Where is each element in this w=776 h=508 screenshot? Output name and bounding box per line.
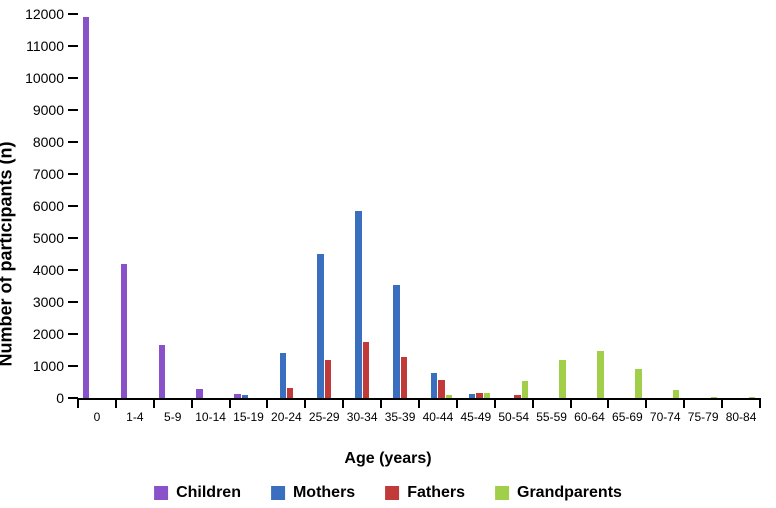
x-tick (494, 398, 496, 408)
x-category-label: 45-49 (460, 398, 491, 424)
legend-swatch-children (154, 486, 168, 500)
chart-container: Number of participants (n) Age (years) 0… (0, 0, 776, 508)
bar (355, 211, 361, 398)
x-category-label: 50-54 (498, 398, 529, 424)
bar (484, 393, 490, 398)
legend-item-children: Children (154, 484, 241, 502)
bar (242, 395, 248, 398)
legend-label: Grandparents (517, 484, 622, 502)
x-tick (532, 398, 534, 408)
x-tick (418, 398, 420, 408)
y-tick-label: 5000 (33, 230, 78, 246)
y-tick-label: 9000 (33, 102, 78, 118)
x-tick (456, 398, 458, 408)
x-tick (229, 398, 231, 408)
bar (749, 397, 755, 398)
y-tick-label: 7000 (33, 166, 78, 182)
bar (159, 345, 165, 398)
bar (363, 342, 369, 398)
x-tick (77, 398, 79, 408)
bar (431, 373, 437, 398)
legend-label: Children (176, 484, 241, 502)
bar (635, 369, 641, 398)
x-category-label: 65-69 (612, 398, 643, 424)
x-category-label: 5-9 (164, 398, 181, 424)
legend: Children Mothers Fathers Grandparents (154, 484, 622, 502)
plot-area: 0100020003000400050006000700080009000100… (78, 14, 760, 400)
legend-swatch-grandparents (495, 486, 509, 500)
x-tick (342, 398, 344, 408)
bar (597, 351, 603, 398)
bar (287, 388, 293, 398)
legend-item-mothers: Mothers (271, 484, 355, 502)
y-axis-label: Number of participants (n) (0, 141, 17, 366)
x-category-label: 55-59 (536, 398, 567, 424)
x-category-label: 75-79 (688, 398, 719, 424)
x-category-label: 0 (94, 398, 101, 424)
x-tick (304, 398, 306, 408)
bar (711, 397, 717, 398)
bar (514, 395, 520, 398)
bar (401, 357, 407, 398)
x-tick (721, 398, 723, 408)
bar (476, 393, 482, 398)
x-category-label: 60-64 (574, 398, 605, 424)
bar (393, 285, 399, 398)
x-tick (266, 398, 268, 408)
bar (559, 360, 565, 398)
bar (446, 395, 452, 398)
x-category-label: 35-39 (385, 398, 416, 424)
x-tick (380, 398, 382, 408)
bar (673, 390, 679, 398)
y-tick-label: 10000 (25, 70, 78, 86)
x-tick (191, 398, 193, 408)
legend-item-grandparents: Grandparents (495, 484, 622, 502)
legend-item-fathers: Fathers (385, 484, 465, 502)
y-tick-label: 1000 (33, 358, 78, 374)
x-tick (645, 398, 647, 408)
bar (438, 380, 444, 398)
legend-label: Mothers (293, 484, 355, 502)
y-tick-label: 4000 (33, 262, 78, 278)
x-category-label: 30-34 (347, 398, 378, 424)
y-tick-label: 6000 (33, 198, 78, 214)
x-category-label: 15-19 (233, 398, 264, 424)
x-category-label: 20-24 (271, 398, 302, 424)
x-tick (570, 398, 572, 408)
bar (317, 254, 323, 398)
y-tick-label: 0 (56, 390, 78, 406)
bar (280, 353, 286, 398)
bar (83, 17, 89, 398)
bar (522, 381, 528, 398)
y-tick-label: 11000 (26, 38, 78, 54)
x-category-label: 40-44 (423, 398, 454, 424)
bar (121, 264, 127, 398)
bar (469, 394, 475, 398)
x-tick (115, 398, 117, 408)
bar (325, 360, 331, 398)
y-tick-label: 8000 (33, 134, 78, 150)
x-tick (153, 398, 155, 408)
bar (234, 394, 240, 398)
y-tick-label: 3000 (33, 294, 78, 310)
x-category-label: 1-4 (126, 398, 143, 424)
y-tick-label: 2000 (33, 326, 78, 342)
x-axis-label: Age (years) (344, 450, 431, 468)
x-tick (683, 398, 685, 408)
x-tick (607, 398, 609, 408)
x-category-label: 10-14 (195, 398, 226, 424)
x-category-label: 25-29 (309, 398, 340, 424)
x-category-label: 70-74 (650, 398, 681, 424)
legend-swatch-fathers (385, 486, 399, 500)
bar (196, 389, 202, 398)
legend-label: Fathers (407, 484, 465, 502)
x-tick (759, 398, 761, 408)
x-category-label: 80-84 (726, 398, 757, 424)
legend-swatch-mothers (271, 486, 285, 500)
y-tick-label: 12000 (25, 6, 78, 22)
